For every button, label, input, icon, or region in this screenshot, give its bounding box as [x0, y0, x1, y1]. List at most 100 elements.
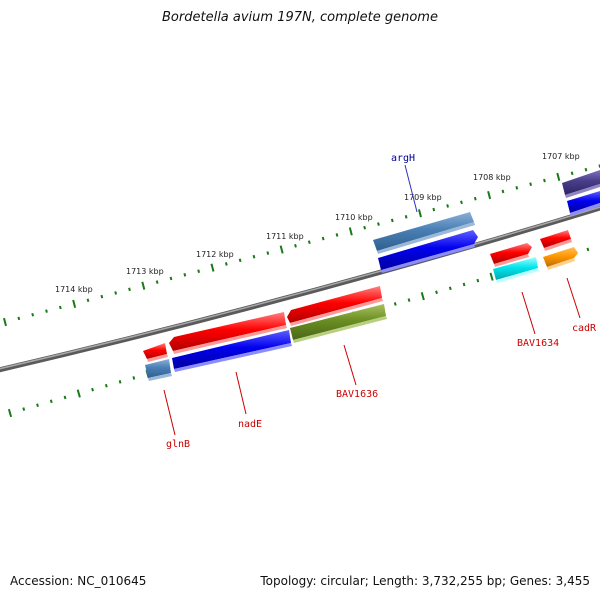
map-title: Bordetella avium 197N, complete genome — [162, 10, 438, 25]
tick-outer — [529, 182, 533, 186]
accession-text: Accession: NC_010645 — [10, 574, 147, 588]
tick-outer — [473, 196, 477, 201]
kbp-label-1707: 1707 kbp — [542, 152, 580, 161]
tick-inner — [104, 383, 108, 388]
tick-inner — [22, 407, 26, 411]
gene-cadR[interactable] — [543, 247, 578, 270]
gene-purple[interactable] — [562, 170, 600, 198]
tick-inner — [462, 282, 466, 287]
gene-red-long-2[interactable] — [287, 286, 383, 326]
tick-outer — [224, 262, 228, 266]
tick-outer — [307, 240, 311, 245]
gene-BAV1636[interactable] — [290, 304, 387, 343]
gene-argH[interactable] — [373, 212, 475, 254]
tick-inner — [76, 389, 81, 398]
tick-outer — [417, 209, 422, 218]
tick-outer — [377, 222, 380, 226]
tick-outer — [446, 204, 450, 208]
label-cadR: cadR — [572, 323, 597, 334]
tick-outer — [487, 190, 492, 200]
tick-outer — [238, 258, 242, 263]
tick-inner — [49, 399, 53, 404]
tick-outer — [58, 305, 62, 310]
tick-outer — [197, 269, 201, 274]
tick-outer — [294, 244, 297, 248]
gene-BAV1634[interactable] — [493, 257, 539, 283]
kbp-label-1709: 1709 kbp — [404, 193, 442, 202]
gene-red-a[interactable] — [490, 243, 532, 267]
gene-nadE[interactable] — [172, 330, 292, 372]
label-BAV1636: BAV1636 — [336, 389, 378, 400]
tick-outer — [390, 218, 394, 223]
tick-inner — [393, 302, 397, 306]
tick-outer — [183, 273, 187, 277]
tick-inner — [489, 272, 494, 281]
tick-track-outer — [3, 164, 600, 327]
gene-glnB[interactable] — [145, 359, 172, 381]
tick-outer — [169, 276, 173, 281]
tick-outer — [335, 233, 339, 237]
tick-outer — [501, 189, 505, 194]
kbp-label-1712: 1712 kbp — [196, 250, 234, 259]
gene-blue-edge[interactable] — [567, 191, 600, 216]
tick-inner — [36, 403, 39, 408]
tick-outer — [279, 245, 284, 254]
gene-red-small[interactable] — [143, 343, 168, 362]
genome-backbone — [0, 205, 600, 373]
tick-outer — [556, 172, 561, 182]
gene-blue-argH-track[interactable] — [378, 230, 478, 273]
leader-argH — [404, 164, 418, 213]
tick-outer — [266, 251, 270, 255]
tick-outer — [515, 186, 519, 190]
tick-outer — [31, 312, 35, 317]
label-nadE: nadE — [238, 419, 262, 430]
tick-outer — [128, 287, 131, 292]
tick-outer — [17, 316, 21, 321]
leader-cadR — [566, 277, 581, 319]
tick-inner — [448, 286, 452, 291]
tick-outer — [432, 207, 436, 212]
tick-outer — [348, 227, 353, 236]
tick-outer — [543, 178, 546, 183]
tick-inner — [132, 376, 136, 380]
kbp-label-1710: 1710 kbp — [335, 213, 373, 222]
tick-outer — [141, 281, 146, 290]
gene-red-b[interactable] — [540, 230, 572, 251]
tick-inner — [7, 408, 13, 418]
tick-inner — [407, 298, 411, 302]
leader-glnB — [163, 389, 176, 436]
kbp-label-1713: 1713 kbp — [126, 267, 164, 276]
label-argH: argH — [391, 153, 415, 164]
tick-outer — [404, 215, 408, 219]
tick-inner — [63, 395, 67, 400]
tick-inner — [476, 278, 480, 283]
leader-nadE — [235, 371, 247, 415]
tick-outer — [570, 171, 574, 176]
tick-outer — [363, 225, 367, 230]
tick-outer — [72, 299, 77, 308]
tick-outer — [45, 309, 48, 313]
leader-BAV1636 — [343, 344, 357, 386]
tick-outer — [100, 294, 104, 299]
tick-outer — [321, 236, 325, 241]
tick-inner — [91, 387, 94, 392]
tick-outer — [114, 291, 118, 295]
tick-inner — [586, 247, 590, 252]
tick-outer — [252, 254, 256, 259]
tick-outer — [210, 263, 215, 272]
tick-outer — [86, 298, 90, 303]
label-glnB: glnB — [166, 439, 190, 450]
tick-inner — [435, 290, 438, 295]
kbp-label-1711: 1711 kbp — [266, 232, 304, 241]
tick-outer — [584, 167, 588, 172]
gene-red-long-1[interactable] — [169, 312, 287, 354]
genome-backbone-highlight — [0, 206, 600, 370]
label-BAV1634: BAV1634 — [517, 338, 559, 349]
tick-inner — [420, 292, 425, 301]
tick-inner — [118, 380, 122, 384]
kbp-label-1708: 1708 kbp — [473, 173, 511, 182]
leader-BAV1634 — [521, 291, 536, 335]
tick-outer — [155, 280, 159, 284]
